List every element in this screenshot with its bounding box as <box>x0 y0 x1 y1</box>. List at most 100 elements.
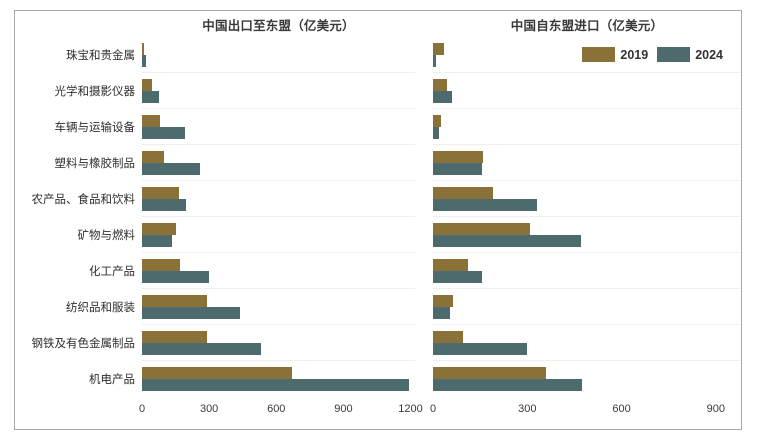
import-plot-cell <box>433 145 741 181</box>
plot-gap <box>415 37 433 73</box>
legend-swatch-2024 <box>657 47 691 62</box>
export-plot-cell <box>142 37 415 73</box>
export-plot-cell <box>142 181 415 217</box>
bar-2019 <box>433 115 441 127</box>
export-plot-cell <box>142 325 415 361</box>
bar-2024 <box>433 271 482 283</box>
chart-frame: 中国出口至东盟（亿美元） 中国自东盟进口（亿美元） 珠宝和贵金属光学和摄影仪器车… <box>14 10 742 430</box>
x-tick-label: 0 <box>429 403 437 415</box>
import-plot-cell <box>433 361 741 397</box>
category-row: 车辆与运输设备 <box>15 109 741 145</box>
category-label: 化工产品 <box>89 266 135 278</box>
bar-2024 <box>433 379 582 391</box>
category-label: 光学和摄影仪器 <box>54 86 136 98</box>
bar-2019 <box>142 79 152 91</box>
import-plot-cell <box>433 289 741 325</box>
bar-2024 <box>142 343 261 355</box>
legend-label: 2019 <box>620 47 649 62</box>
bar-2024 <box>433 127 439 139</box>
bar-2024 <box>142 379 409 391</box>
import-plot-cell <box>433 217 741 253</box>
category-row: 纺织品和服装 <box>15 289 741 325</box>
category-label: 机电产品 <box>89 374 135 386</box>
export-plot-cell <box>142 289 415 325</box>
export-plot-cell <box>142 253 415 289</box>
category-row: 机电产品 <box>15 361 741 397</box>
plot-gap <box>415 253 433 289</box>
legend-swatch-2019 <box>582 47 616 62</box>
bar-2024 <box>142 307 240 319</box>
x-tick-label: 0 <box>138 403 146 415</box>
bar-2024 <box>142 55 146 67</box>
bar-2024 <box>142 271 209 283</box>
category-row: 塑料与橡胶制品 <box>15 145 741 181</box>
bar-2024 <box>142 127 185 139</box>
bar-2019 <box>142 115 160 127</box>
bar-2019 <box>142 259 180 271</box>
right-x-axis: 0 300 600 900 <box>429 401 741 423</box>
axis-label-spacer <box>15 401 142 423</box>
bar-2019 <box>433 43 444 55</box>
export-plot-cell <box>142 73 415 109</box>
axis-row: 0 300 600 900 1200 0 300 600 900 <box>15 397 741 423</box>
plot-gap <box>415 109 433 145</box>
export-plot-cell <box>142 145 415 181</box>
bar-2019 <box>433 187 493 199</box>
x-tick-label: 900 <box>334 403 353 415</box>
right-chart-title: 中国自东盟进口（亿美元） <box>510 18 664 33</box>
bar-2024 <box>142 163 200 175</box>
bar-2019 <box>433 367 546 379</box>
bar-2019 <box>142 295 207 307</box>
category-row: 矿物与燃料 <box>15 217 741 253</box>
bar-2024 <box>142 199 186 211</box>
legend: 2019 2024 <box>582 47 723 62</box>
bar-2019 <box>142 331 207 343</box>
category-label: 珠宝和贵金属 <box>66 50 135 62</box>
x-tick-label: 600 <box>267 403 286 415</box>
bar-2024 <box>433 199 537 211</box>
category-row: 化工产品 <box>15 253 741 289</box>
x-tick-label: 1200 <box>398 403 423 415</box>
legend-label: 2024 <box>695 47 723 62</box>
category-row: 农产品、食品和饮料 <box>15 181 741 217</box>
plot-gap <box>415 217 433 253</box>
plot-gap <box>415 325 433 361</box>
bar-2024 <box>433 235 581 247</box>
category-label: 矿物与燃料 <box>77 230 136 242</box>
category-row: 钢铁及有色金属制品 <box>15 325 741 361</box>
bar-2024 <box>433 307 450 319</box>
category-row: 珠宝和贵金属 <box>15 37 741 73</box>
import-plot-cell <box>433 37 741 73</box>
export-plot-cell <box>142 361 415 397</box>
import-plot-cell <box>433 109 741 145</box>
plot-gap <box>415 289 433 325</box>
category-label: 农产品、食品和饮料 <box>31 194 136 206</box>
import-plot-cell <box>433 181 741 217</box>
category-label: 塑料与橡胶制品 <box>54 158 136 170</box>
bar-2024 <box>142 91 159 103</box>
x-tick-label: 300 <box>518 403 537 415</box>
export-plot-cell <box>142 217 415 253</box>
category-label: 纺织品和服装 <box>66 302 135 314</box>
export-plot-cell <box>142 109 415 145</box>
import-plot-cell <box>433 253 741 289</box>
bar-2024 <box>433 91 452 103</box>
x-tick-label: 600 <box>612 403 631 415</box>
import-plot-cell <box>433 325 741 361</box>
bar-2019 <box>142 187 179 199</box>
bar-2019 <box>433 259 468 271</box>
bar-2019 <box>142 367 292 379</box>
bar-2024 <box>433 343 527 355</box>
bar-2024 <box>433 55 436 67</box>
bar-2019 <box>142 151 164 163</box>
bar-2019 <box>433 151 483 163</box>
bar-2019 <box>433 223 530 235</box>
left-x-axis: 0 300 600 900 1200 <box>138 401 423 423</box>
left-chart-title: 中国出口至东盟（亿美元） <box>202 18 355 33</box>
bar-2019 <box>142 223 176 235</box>
bar-2024 <box>433 163 482 175</box>
x-tick-label: 900 <box>706 403 726 415</box>
plot-gap <box>415 181 433 217</box>
bar-2024 <box>142 235 172 247</box>
